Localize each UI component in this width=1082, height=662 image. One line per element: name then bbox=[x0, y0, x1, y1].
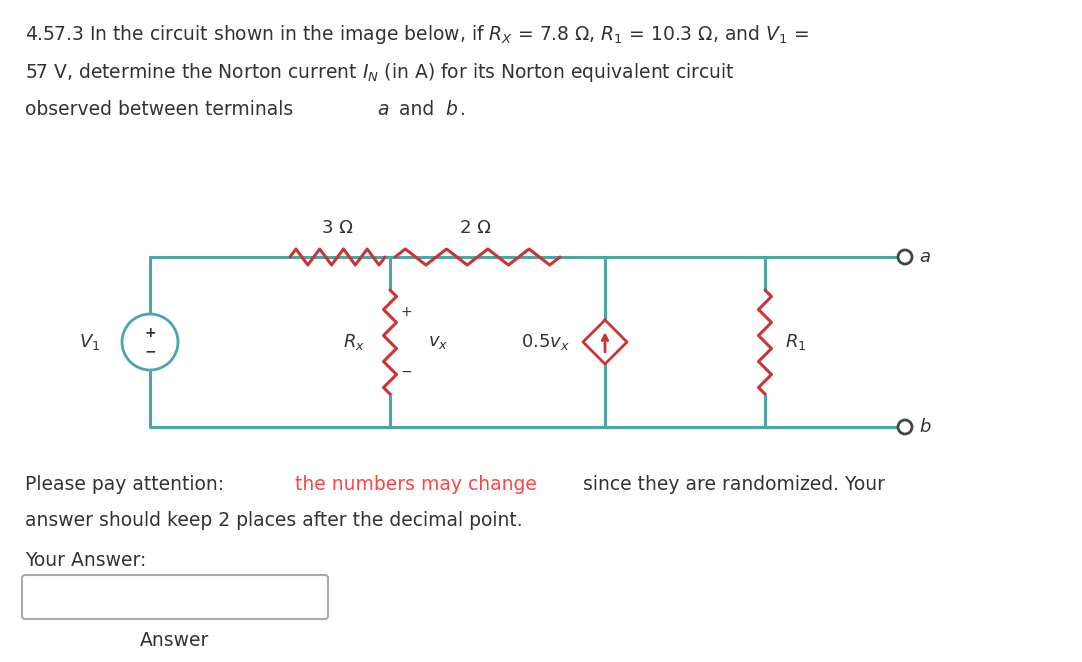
Text: Please pay attention:: Please pay attention: bbox=[25, 475, 230, 493]
Text: a: a bbox=[919, 248, 931, 266]
Text: +: + bbox=[400, 305, 412, 319]
Text: 2 Ω: 2 Ω bbox=[460, 219, 490, 237]
Text: and: and bbox=[393, 99, 440, 118]
Text: $R_x$: $R_x$ bbox=[343, 332, 365, 352]
Text: since they are randomized. Your: since they are randomized. Your bbox=[577, 475, 885, 493]
Text: b: b bbox=[919, 418, 931, 436]
Text: 4.57.3 In the circuit shown in the image below, if $R_X$ = 7.8 Ω, $R_1$ = 10.3 Ω: 4.57.3 In the circuit shown in the image… bbox=[25, 23, 808, 46]
Text: observed between terminals: observed between terminals bbox=[25, 99, 300, 118]
Text: Answer: Answer bbox=[141, 630, 210, 649]
Text: $v_x$: $v_x$ bbox=[428, 333, 448, 351]
Text: $0.5v_x$: $0.5v_x$ bbox=[522, 332, 570, 352]
Text: a: a bbox=[377, 99, 388, 118]
Text: .: . bbox=[460, 99, 466, 118]
Text: b: b bbox=[445, 99, 457, 118]
Text: 3 Ω: 3 Ω bbox=[322, 219, 353, 237]
Circle shape bbox=[122, 314, 179, 370]
FancyBboxPatch shape bbox=[22, 575, 328, 619]
Circle shape bbox=[898, 420, 912, 434]
Text: $R_1$: $R_1$ bbox=[786, 332, 806, 352]
Text: −: − bbox=[400, 365, 412, 379]
Text: +: + bbox=[144, 326, 156, 340]
Text: answer should keep 2 places after the decimal point.: answer should keep 2 places after the de… bbox=[25, 510, 523, 530]
Circle shape bbox=[898, 250, 912, 264]
Text: 57 V, determine the Norton current $I_N$ (in A) for its Norton equivalent circui: 57 V, determine the Norton current $I_N$… bbox=[25, 60, 735, 83]
Text: −: − bbox=[144, 344, 156, 358]
Text: $V_1$: $V_1$ bbox=[79, 332, 100, 352]
Text: the numbers may change: the numbers may change bbox=[295, 475, 537, 493]
Text: Your Answer:: Your Answer: bbox=[25, 551, 146, 569]
Polygon shape bbox=[583, 320, 626, 364]
